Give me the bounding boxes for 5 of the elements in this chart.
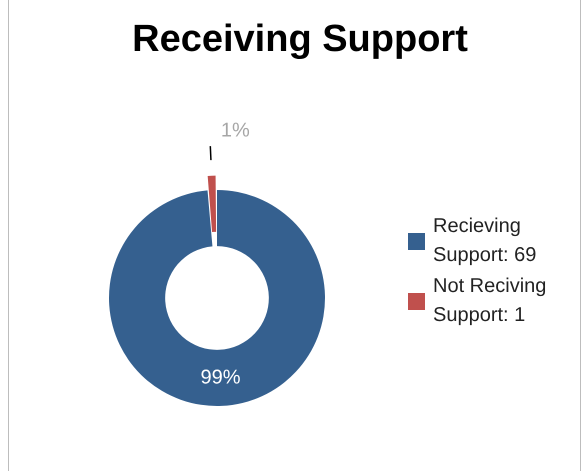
legend-label: Not Reciving Support: 1: [433, 274, 548, 328]
legend-label: Recieving Support: 69: [433, 214, 538, 268]
chart-title: Receiving Support: [131, 18, 469, 61]
data-label: 99%: [200, 366, 241, 388]
data-label: 1%: [220, 120, 250, 142]
